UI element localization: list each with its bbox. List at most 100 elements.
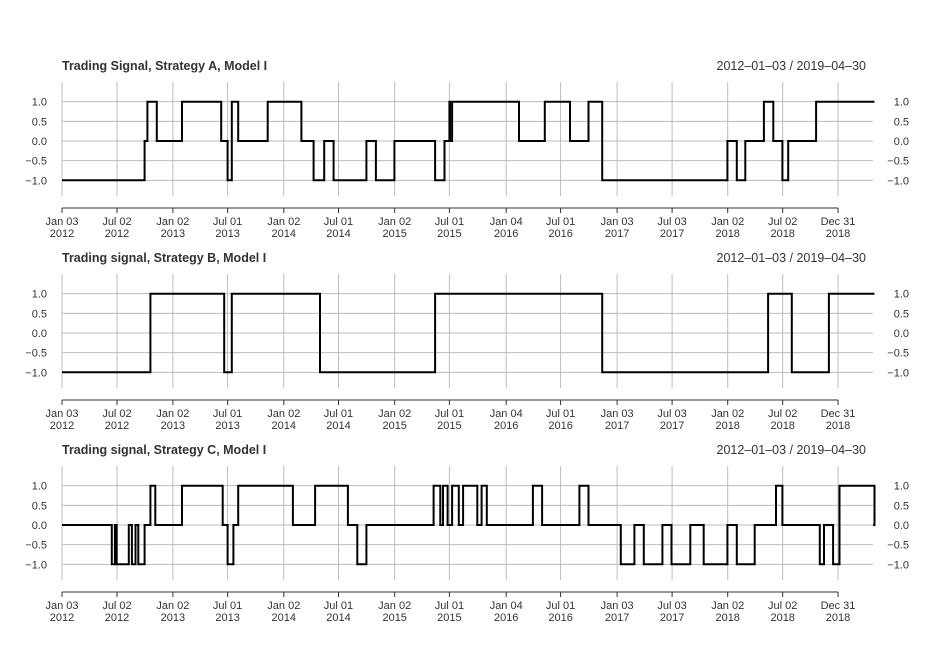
y-tick-label-left: 0.0	[32, 520, 47, 532]
x-tick-label-year: 2016	[494, 420, 518, 432]
x-tick-label-month: Jul 02	[768, 408, 797, 420]
x-tick-label-year: 2018	[770, 612, 794, 624]
x-tick-label-month: Jan 02	[267, 216, 300, 228]
x-tick-label-year: 2017	[605, 420, 629, 432]
x-tick-label-month: Jul 01	[213, 408, 242, 420]
x-tick-label-year: 2016	[548, 612, 572, 624]
x-tick-label-month: Jul 01	[324, 600, 353, 612]
x-tick-label-month: Jan 02	[711, 216, 744, 228]
date-range-label: 2012–01–03 / 2019–04–30	[717, 59, 867, 73]
x-tick-label-year: 2014	[326, 612, 350, 624]
x-tick-label-month: Jul 02	[768, 600, 797, 612]
x-tick-label-year: 2012	[105, 612, 129, 624]
x-tick-label-month: Jan 04	[490, 600, 523, 612]
x-tick-label-year: 2018	[826, 228, 850, 240]
x-tick-label-year: 2013	[215, 420, 239, 432]
x-tick-label-year: 2018	[715, 612, 739, 624]
signal-series-line	[62, 100, 875, 182]
x-tick-label-month: Jan 02	[156, 408, 189, 420]
x-tick-label-year: 2015	[437, 612, 461, 624]
x-tick-label-month: Jan 04	[490, 408, 523, 420]
y-tick-label-right: 1.0	[894, 481, 909, 493]
chart-panel: Trading Signal, Strategy A, Model I 2012–…	[25, 59, 909, 240]
x-tick-label-year: 2013	[215, 612, 239, 624]
x-tick-label-year: 2017	[660, 228, 684, 240]
x-tick-label-year: 2013	[161, 612, 185, 624]
x-tick-label-month: Jan 04	[490, 216, 523, 228]
x-tick-label-month: Jan 03	[601, 408, 634, 420]
y-tick-label-right: 0.0	[894, 136, 909, 148]
x-tick-label-month: Jan 02	[711, 408, 744, 420]
x-tick-label-month: Jan 02	[267, 408, 300, 420]
y-tick-label-left: −0.5	[25, 540, 47, 552]
y-tick-label-left: −0.5	[25, 156, 47, 168]
y-tick-label-right: −1.0	[887, 559, 909, 571]
y-tick-label-right: 0.5	[894, 500, 909, 512]
y-tick-label-left: 1.0	[32, 481, 47, 493]
x-tick-label-month: Jan 03	[601, 600, 634, 612]
x-tick-label-year: 2013	[161, 228, 185, 240]
x-tick-label-month: Jul 01	[546, 216, 575, 228]
chart-panel: Trading signal, Strategy B, Model I 2012–…	[25, 251, 909, 432]
x-tick-label-year: 2014	[272, 228, 296, 240]
y-tick-label-right: −0.5	[887, 348, 909, 360]
x-tick-label-year: 2012	[50, 612, 74, 624]
x-tick-label-month: Jan 02	[711, 600, 744, 612]
y-tick-label-right: 1.0	[894, 289, 909, 301]
y-tick-label-right: −1.0	[887, 175, 909, 187]
x-tick-label-month: Jul 02	[102, 600, 131, 612]
x-tick-label-month: Jul 01	[324, 408, 353, 420]
x-tick-label-year: 2015	[382, 228, 406, 240]
x-tick-label-month: Jul 03	[657, 600, 686, 612]
x-tick-label-year: 2018	[770, 420, 794, 432]
x-tick-label-year: 2016	[494, 228, 518, 240]
x-tick-label-year: 2018	[826, 420, 850, 432]
signal-series-line	[62, 292, 875, 374]
x-tick-label-year: 2015	[382, 612, 406, 624]
x-tick-label-month: Jan 03	[45, 408, 78, 420]
y-tick-label-right: 0.5	[894, 308, 909, 320]
x-tick-label-year: 2016	[548, 228, 572, 240]
x-tick-label-year: 2018	[715, 420, 739, 432]
x-tick-label-month: Jan 02	[378, 600, 411, 612]
chart-title: Trading signal, Strategy C, Model I	[62, 443, 266, 457]
x-tick-label-year: 2012	[105, 228, 129, 240]
y-tick-label-right: 1.0	[894, 97, 909, 109]
x-tick-label-year: 2013	[215, 228, 239, 240]
date-range-label: 2012–01–03 / 2019–04–30	[717, 251, 867, 265]
y-tick-label-right: 0.0	[894, 328, 909, 340]
y-tick-label-right: −1.0	[887, 367, 909, 379]
x-tick-label-year: 2012	[50, 228, 74, 240]
x-tick-label-year: 2016	[548, 420, 572, 432]
y-tick-label-right: 0.5	[894, 116, 909, 128]
x-tick-label-month: Dec 31	[821, 408, 856, 420]
x-tick-label-month: Jul 02	[102, 216, 131, 228]
y-tick-label-left: −1.0	[25, 175, 47, 187]
x-tick-label-month: Jul 01	[435, 408, 464, 420]
signal-series-line	[62, 484, 876, 566]
x-tick-label-month: Dec 31	[821, 216, 856, 228]
x-tick-label-year: 2014	[326, 228, 350, 240]
x-tick-label-month: Jan 02	[378, 408, 411, 420]
y-tick-label-left: −0.5	[25, 348, 47, 360]
chart-panel: Trading signal, Strategy C, Model I 2012–…	[25, 443, 909, 624]
x-tick-label-year: 2012	[105, 420, 129, 432]
x-tick-label-year: 2013	[161, 420, 185, 432]
y-tick-label-left: 0.0	[32, 136, 47, 148]
x-tick-label-month: Jul 01	[435, 216, 464, 228]
chart-title: Trading Signal, Strategy A, Model I	[62, 59, 267, 73]
x-tick-label-month: Jul 01	[213, 600, 242, 612]
x-tick-label-year: 2018	[826, 612, 850, 624]
x-tick-label-month: Jul 01	[546, 600, 575, 612]
y-tick-label-left: 0.0	[32, 328, 47, 340]
x-tick-label-year: 2016	[494, 612, 518, 624]
x-tick-label-month: Jul 01	[546, 408, 575, 420]
x-tick-label-month: Jul 01	[213, 216, 242, 228]
x-tick-label-month: Jul 03	[657, 408, 686, 420]
y-tick-label-left: 0.5	[32, 500, 47, 512]
x-tick-label-month: Jan 02	[156, 216, 189, 228]
x-tick-label-month: Jul 01	[435, 600, 464, 612]
chart-title: Trading signal, Strategy B, Model I	[62, 251, 266, 265]
x-tick-label-month: Jan 03	[45, 216, 78, 228]
x-tick-label-month: Jan 03	[601, 216, 634, 228]
